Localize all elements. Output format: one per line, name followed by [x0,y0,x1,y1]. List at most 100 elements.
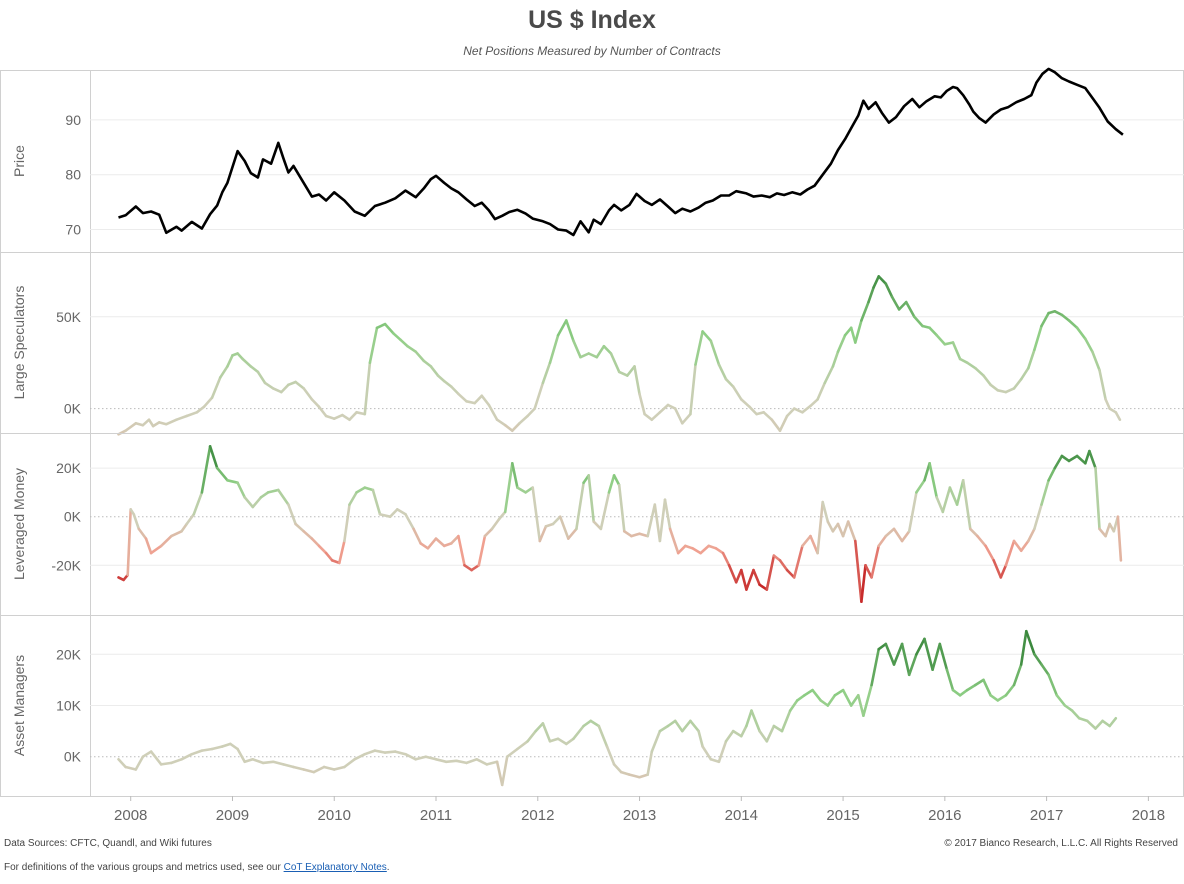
leveraged-money-series-segment [821,500,830,523]
leveraged-money-series-segment [928,461,939,499]
price-series-line [118,67,1124,237]
leveraged-money-series-segment [765,554,776,591]
leveraged-money-series-segment [558,515,570,540]
leveraged-money-series-segment [884,527,896,538]
large-speculators-series-segment [503,423,514,433]
asset-managers-series-segment [424,755,438,761]
leveraged-money-series-segment [426,537,438,550]
leveraged-money-series-segment [531,486,542,543]
asset-managers-series-segment [373,749,387,754]
large-speculators-series-segment [533,381,545,410]
asset-managers-series-segment [343,757,356,769]
large-speculators-series-segment [341,413,351,422]
asset-managers-series-segment [180,752,194,761]
large-speculators-series-segment [548,333,560,365]
large-speculators-series-segment [226,354,234,368]
asset-managers-series-segment [444,759,458,764]
leveraged-money-series-segment [745,568,755,591]
asset-managers-series-segment [819,699,830,707]
large-speculators-series-segment [526,407,537,418]
large-speculators-series-segment [1084,337,1094,354]
large-speculators-series-segment [564,319,575,343]
leveraged-money-series-segment [144,537,153,555]
large-speculators-series-segment [982,374,992,387]
asset-managers-series-segment [849,693,860,707]
asset-managers-series-segment [243,757,255,764]
large-speculators-series-segment [1033,324,1043,352]
leveraged-money-series-segment [215,466,229,482]
asset-managers-series-segment [292,765,306,771]
asset-managers-y-tick-label: 10K [56,698,82,714]
leveraged-money-series-segment [999,563,1008,579]
definitions-note-text: For definitions of the various groups an… [4,862,281,873]
x-tick-label: 2008 [114,807,147,824]
x-tick-label: 2014 [725,807,758,824]
asset-managers-series-segment [500,755,509,787]
asset-managers-series-segment [758,729,769,743]
leveraged-money-series-segment [1098,527,1107,538]
large-speculators-series-segment [872,275,881,289]
asset-managers-series-segment [1077,716,1089,723]
asset-managers-series-segment [907,652,918,677]
asset-managers-series-segment [1063,704,1074,712]
asset-managers-series-segment [974,678,985,687]
leveraged-money-series-segment [841,520,850,538]
leveraged-money-series-segment [294,522,306,533]
large-speculators-series-segment [406,344,418,354]
leveraged-money-series-segment [785,568,796,579]
asset-managers-series-segment [795,693,806,702]
asset-managers-series-segment [455,759,468,765]
leveraged-money-series-segment [470,563,481,572]
large-speculators-series-segment [595,344,606,359]
asset-managers-y-tick-label: 20K [56,646,82,662]
large-speculators-series-segment [724,377,735,388]
leveraged-money-series-segment [378,512,392,519]
leveraged-money-series-segment [900,529,911,543]
leveraged-money-series-segment [941,486,952,514]
leveraged-money-series-segment [457,534,466,567]
large-speculators-series-segment [658,403,670,414]
large-speculators-series-segment [375,322,387,330]
leveraged-money-series-segment [630,532,641,538]
asset-managers-series-segment [548,737,560,743]
asset-managers-series-segment [495,760,504,787]
asset-managers-series-segment [261,760,275,765]
asset-managers-series-segment [134,755,145,771]
leveraged-money-series-segment [739,568,748,591]
cot-explanatory-notes-link[interactable]: CoT Explanatory Notes [283,862,387,873]
asset-managers-series-segment [650,729,662,753]
asset-managers-series-segment [884,642,896,666]
price-y-tick-label: 70 [65,222,81,238]
large-speculators-series-segment [383,322,395,335]
asset-managers-series-segment [673,719,684,733]
large-speculators-series-segment [666,403,677,410]
asset-managers-series-segment [190,749,204,756]
price-axis-label: Price [11,145,27,177]
large-speculators-series-segment [302,387,314,401]
leveraged-money-series-segment [968,527,979,538]
large-speculators-series-segment [175,414,188,422]
large-speculators-series-segment [399,338,409,348]
asset-managers-series-segment [475,757,489,766]
asset-managers-series-segment [117,757,127,769]
leveraged-money-series-segment [752,568,761,587]
large-speculators-series-segment [271,387,283,394]
leveraged-money-series-segment [259,491,270,499]
leveraged-money-series-segment [599,491,611,531]
leveraged-money-series-segment [984,544,996,562]
large-speculators-series-segment [263,381,275,390]
large-speculators-series-segment [897,300,908,311]
large-speculators-series-segment [465,399,477,405]
large-speculators-series-segment [860,300,870,322]
asset-managers-series-segment [404,752,418,761]
leveraged-money-series-segment [355,486,367,494]
large-speculators-series-segment [579,352,591,359]
asset-managers-series-segment [221,742,232,748]
asset-managers-series-segment [170,757,183,765]
leveraged-money-series-segment [324,551,334,562]
leveraged-money-series-segment [1053,454,1064,470]
leveraged-money-series-segment [1060,454,1071,463]
asset-managers-series-segment [1004,683,1016,697]
leveraged-money-series-segment [412,527,423,545]
asset-managers-series-segment [302,768,316,774]
